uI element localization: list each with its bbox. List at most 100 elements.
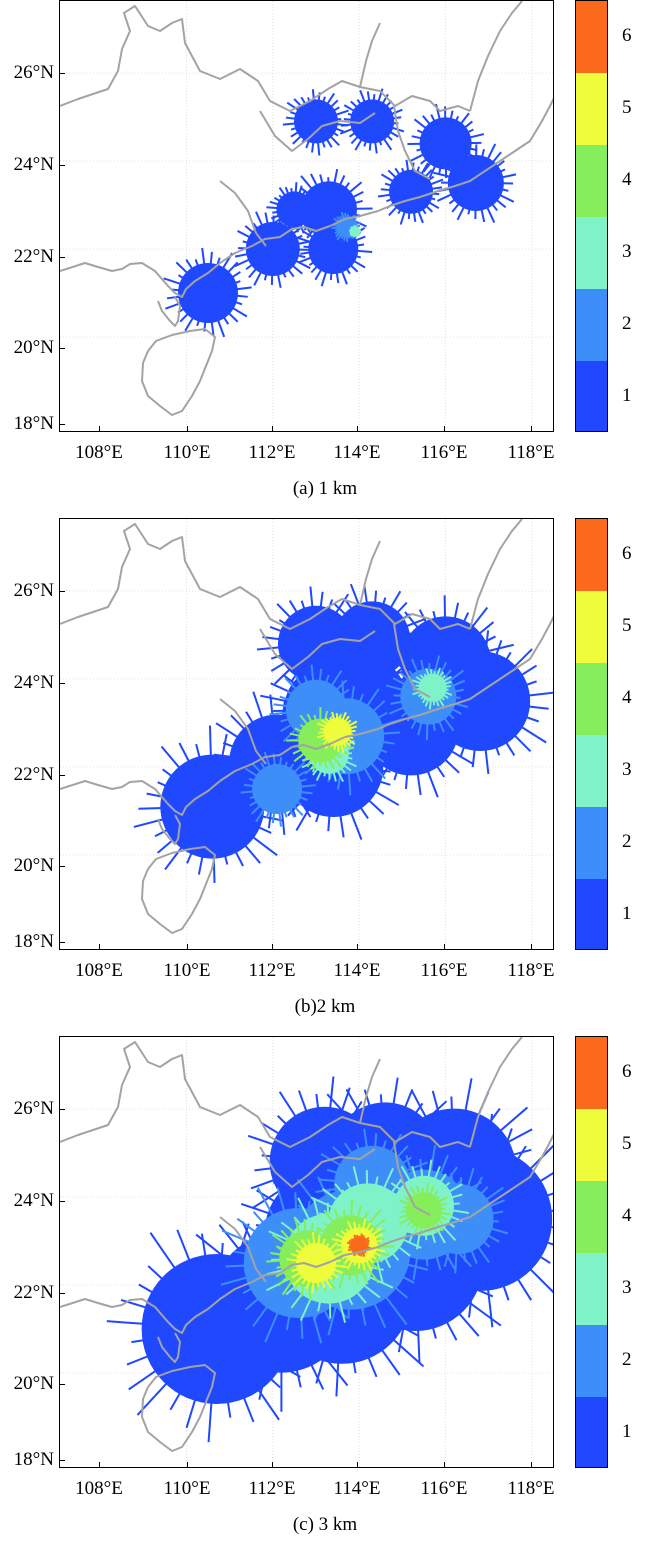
coastline xyxy=(60,5,471,112)
latitude-tick-label: 26°N xyxy=(13,1098,54,1119)
colorbar-segment xyxy=(576,217,607,289)
longitude-tick-label: 114°E xyxy=(333,442,381,463)
coastline xyxy=(393,623,431,698)
colorbar-label: 6 xyxy=(622,1061,632,1082)
map-panel: 18°N 20°N 22°N 24°N 26°N 108°E 110°E 112°E 114°E… xyxy=(0,1036,650,1546)
latitude-tick-mark xyxy=(59,1293,65,1294)
colorbar-label: 2 xyxy=(622,831,632,852)
colorbar-segment xyxy=(576,1397,607,1467)
coastline xyxy=(259,1146,376,1188)
longitude-tick-mark xyxy=(444,426,445,432)
longitude-tick-mark xyxy=(531,426,532,432)
colorbar-label: 5 xyxy=(622,1133,632,1154)
longitude-tick-label: 108°E xyxy=(75,960,123,981)
panel-caption: (b)2 km xyxy=(294,996,356,1017)
colorbar-label: 4 xyxy=(622,1205,632,1226)
longitude-tick-mark xyxy=(272,1462,273,1468)
coastline xyxy=(469,1,523,112)
longitude-tick-mark xyxy=(444,1462,445,1468)
coastline xyxy=(259,110,376,152)
colorbar-segment xyxy=(576,145,607,217)
map-plot-area xyxy=(59,0,554,432)
coastline xyxy=(259,628,376,670)
longitude-tick-label: 112°E xyxy=(248,442,296,463)
radar-coverage-area xyxy=(348,225,362,238)
longitude-tick-label: 112°E xyxy=(248,960,296,981)
colorbar xyxy=(575,0,608,432)
colorbar-segment xyxy=(576,807,607,879)
radar-coverage-area xyxy=(286,1231,348,1294)
colorbar-label: 1 xyxy=(622,903,632,924)
coastline xyxy=(469,1037,523,1148)
colorbar xyxy=(575,1036,608,1468)
radar-coverage-area xyxy=(266,182,321,235)
colorbar-segment xyxy=(576,663,607,735)
latitude-tick-mark xyxy=(59,424,65,425)
latitude-tick-mark xyxy=(59,942,65,943)
colorbar-label: 4 xyxy=(622,169,632,190)
coastline xyxy=(60,523,471,630)
longitude-tick-mark xyxy=(272,944,273,950)
longitude-tick-mark xyxy=(99,426,100,432)
latitude-tick-label: 18°N xyxy=(13,1449,54,1470)
coastline xyxy=(141,1364,216,1452)
coastline xyxy=(60,97,553,298)
coastline xyxy=(141,846,216,934)
longitude-tick-mark xyxy=(272,426,273,432)
colorbar-label: 6 xyxy=(622,543,632,564)
coastline xyxy=(157,814,181,845)
latitude-tick-label: 26°N xyxy=(13,62,54,83)
latitude-tick-label: 20°N xyxy=(13,1373,54,1394)
colorbar-label: 1 xyxy=(622,385,632,406)
coastline xyxy=(219,698,267,765)
latitude-tick-mark xyxy=(59,1109,65,1110)
map-panel: 18°N 20°N 22°N 24°N 26°N 108°E 110°E 112°E 114°E… xyxy=(0,0,650,510)
longitude-tick-label: 116°E xyxy=(420,1478,468,1499)
latitude-tick-mark xyxy=(59,165,65,166)
longitude-tick-mark xyxy=(357,944,358,950)
map-plot-area xyxy=(59,1036,554,1468)
radar-coverage-area xyxy=(282,89,349,156)
longitude-tick-mark xyxy=(444,944,445,950)
latitude-tick-label: 26°N xyxy=(13,580,54,601)
colorbar-segment xyxy=(576,1253,607,1325)
longitude-tick-label: 116°E xyxy=(420,442,468,463)
coastline xyxy=(359,1058,381,1124)
longitude-tick-label: 114°E xyxy=(333,1478,381,1499)
colorbar-segment xyxy=(576,879,607,949)
longitude-tick-mark xyxy=(187,1462,188,1468)
longitude-tick-mark xyxy=(99,1462,100,1468)
coastline xyxy=(393,1141,431,1216)
latitude-tick-label: 20°N xyxy=(13,337,54,358)
coastline xyxy=(359,22,381,88)
colorbar-segment xyxy=(576,1181,607,1253)
longitude-tick-label: 108°E xyxy=(75,442,123,463)
coastline xyxy=(219,1216,267,1283)
longitude-tick-label: 118°E xyxy=(507,1478,555,1499)
radar-coverage-area xyxy=(163,247,252,338)
longitude-tick-mark xyxy=(357,1462,358,1468)
latitude-tick-label: 22°N xyxy=(13,764,54,785)
colorbar-label: 6 xyxy=(622,25,632,46)
longitude-tick-label: 110°E xyxy=(163,960,211,981)
colorbar-segment xyxy=(576,361,607,431)
latitude-tick-mark xyxy=(59,348,65,349)
colorbar-segment xyxy=(576,73,607,145)
latitude-tick-mark xyxy=(59,1201,65,1202)
latitude-tick-mark xyxy=(59,73,65,74)
longitude-tick-label: 110°E xyxy=(163,442,211,463)
colorbar-segment xyxy=(576,1325,607,1397)
latitude-tick-label: 24°N xyxy=(13,1190,54,1211)
radar-coverage-area xyxy=(399,1182,452,1237)
longitude-tick-mark xyxy=(99,944,100,950)
radar-coverage-area xyxy=(240,751,317,827)
colorbar-segment xyxy=(576,591,607,663)
latitude-tick-label: 22°N xyxy=(13,1282,54,1303)
latitude-tick-mark xyxy=(59,1460,65,1461)
colorbar-segment xyxy=(576,519,607,591)
panel-caption: (c) 3 km xyxy=(292,1514,358,1535)
longitude-tick-label: 112°E xyxy=(248,1478,296,1499)
colorbar xyxy=(575,518,608,950)
colorbar-label: 4 xyxy=(622,687,632,708)
latitude-tick-label: 20°N xyxy=(13,855,54,876)
